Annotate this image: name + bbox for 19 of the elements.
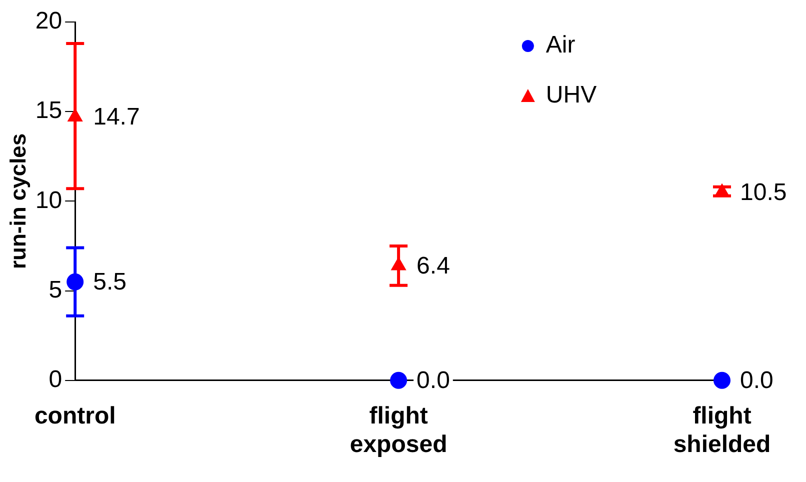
data-label: 10.5 <box>740 178 787 206</box>
data-label: 0.0 <box>740 367 774 394</box>
y-tick-label: 5 <box>48 276 62 304</box>
y-tick-label: 0 <box>48 366 62 394</box>
y-axis-title: run-in cycles <box>5 133 30 270</box>
data-label: 0.0 <box>416 367 450 394</box>
data-label: 14.7 <box>93 104 140 131</box>
legend-label: Air <box>546 32 576 59</box>
data-label: 5.5 <box>93 268 126 296</box>
y-tick-label: 10 <box>35 186 62 214</box>
point <box>390 372 408 389</box>
x-tick-label: control <box>34 402 116 430</box>
x-tick-label: flight exposed <box>350 402 448 458</box>
legend-label: UHV <box>546 82 597 109</box>
data-label: 6.4 <box>416 252 450 280</box>
x-tick-label: flight shielded <box>673 402 771 458</box>
y-tick-label: 15 <box>35 97 62 124</box>
point <box>714 372 730 389</box>
y-tick-label: 20 <box>35 8 62 35</box>
